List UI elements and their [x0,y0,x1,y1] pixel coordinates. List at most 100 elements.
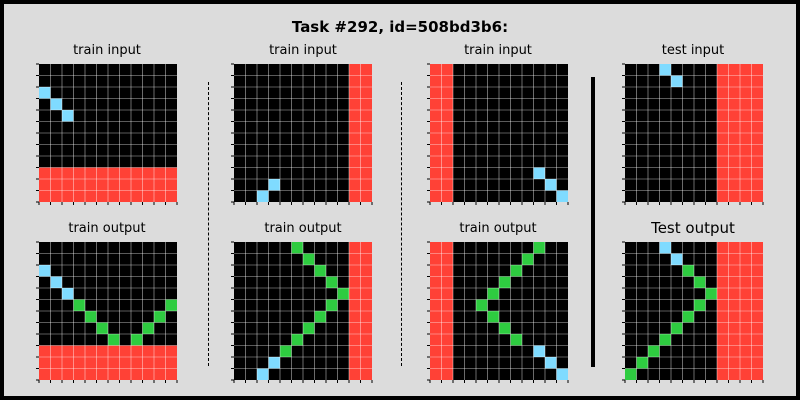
grid-cell-red [717,179,729,191]
grid-cell-empty [464,110,476,122]
grid-cell-red [360,179,372,191]
grid-cell-empty [694,357,706,369]
grid-cell-empty [337,322,349,334]
grid-cell-red [740,190,752,202]
grid-cell-empty [62,87,74,99]
grid-cell-empty [499,334,511,346]
grid-cell-red [349,311,361,323]
grid-cell-blue [50,276,62,288]
grid-cell-empty [487,133,499,145]
grid-cell-empty [625,357,637,369]
grid-cell-empty [671,299,683,311]
grid-cell-empty [453,368,465,380]
grid-cell-empty [694,311,706,323]
grid-cell-red [740,357,752,369]
grid-cell-red [751,167,763,179]
grid-cell-empty [268,265,280,277]
grid-cell-empty [636,144,648,156]
grid-cell-red [360,322,372,334]
grid-cell-empty [62,144,74,156]
grid-cell-empty [326,311,338,323]
grid-cell-empty [303,167,315,179]
grid-cell-red [39,368,51,380]
grid-cell-empty [556,334,568,346]
grid-cell-blue [545,357,557,369]
grid-svg [427,241,569,383]
grid-cell-red [717,110,729,122]
grid-cell-empty [522,265,534,277]
grid-cell-empty [533,98,545,110]
grid-cell-empty [476,368,488,380]
grid-cell-empty [337,98,349,110]
grid-cell-empty [62,322,74,334]
grid-cell-red [165,368,177,380]
grid-cell-red [154,167,166,179]
grid-cell-empty [291,288,303,300]
grid-cell-empty [625,276,637,288]
grid-cell-empty [50,156,62,168]
grid-cell-empty [280,322,292,334]
grid-cell-empty [487,64,499,76]
grid-cell-empty [62,253,74,265]
grid-cell-red [751,334,763,346]
grid-cell-empty [268,144,280,156]
grid-cell-empty [705,75,717,87]
grid-cell-empty [545,253,557,265]
grid-cell-empty [326,265,338,277]
grid-cell-empty [303,110,315,122]
grid-cell-empty [291,253,303,265]
grid-cell-empty [39,121,51,133]
grid-cell-empty [257,167,269,179]
grid-cell-empty [487,110,499,122]
grid-svg [622,241,764,383]
panel-title-train-input-3: train input [464,43,532,58]
grid-cell-red [142,190,154,202]
grid-cell-empty [694,368,706,380]
grid-cell-red [73,179,85,191]
grid-cell-empty [694,242,706,254]
grid-cell-empty [326,133,338,145]
grid-cell-empty [636,345,648,357]
grid-cell-empty [280,334,292,346]
grid-cell-empty [73,64,85,76]
grid-cell-red [728,322,740,334]
grid-cell-red [349,357,361,369]
grid-cell-empty [73,322,85,334]
grid-cell-red [751,368,763,380]
grid-cell-red [96,179,108,191]
grid-cell-green [108,334,120,346]
grid-cell-empty [96,242,108,254]
grid-cell-red [430,334,442,346]
grid-cell-empty [291,75,303,87]
grid-cell-empty [682,276,694,288]
grid-cell-red [349,265,361,277]
grid-cell-empty [108,276,120,288]
grid-cell-empty [245,311,257,323]
grid-cell-empty [73,311,85,323]
grid-cell-empty [96,87,108,99]
grid-cell-empty [476,357,488,369]
grid-cell-blue [268,357,280,369]
grid-cell-red [349,167,361,179]
grid-cell-red [717,345,729,357]
grid-cell-empty [62,64,74,76]
grid-cell-empty [108,75,120,87]
grid-cell-empty [487,299,499,311]
grid-train-output-1 [36,241,178,383]
grid-cell-empty [39,156,51,168]
grid-cell-red [751,276,763,288]
grid-cell-empty [245,133,257,145]
grid-cell-empty [694,133,706,145]
grid-cell-empty [453,334,465,346]
grid-cell-red [717,156,729,168]
grid-cell-red [349,299,361,311]
grid-cell-empty [671,167,683,179]
grid-cell-empty [234,242,246,254]
grid-cell-red [349,334,361,346]
grid-cell-empty [245,98,257,110]
grid-cell-empty [245,357,257,369]
grid-cell-empty [303,368,315,380]
grid-cell-empty [476,179,488,191]
grid-cell-empty [476,276,488,288]
grid-cell-red [119,190,131,202]
